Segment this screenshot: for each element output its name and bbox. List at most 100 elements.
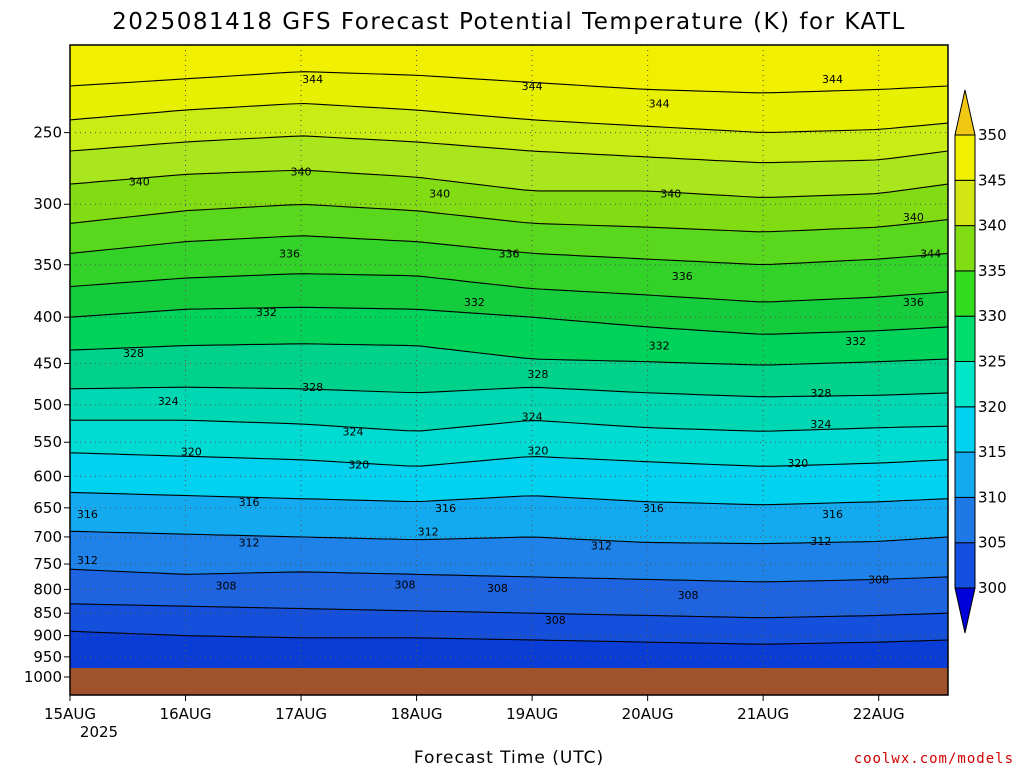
y-tick-label: 950 bbox=[33, 648, 62, 666]
temperature-band bbox=[70, 452, 948, 505]
x-tick-label: 19AUG bbox=[506, 705, 558, 723]
y-tick-label: 850 bbox=[33, 604, 62, 622]
colorbar-label: 305 bbox=[978, 534, 1007, 552]
isentrope-line bbox=[70, 135, 948, 164]
isentrope-line bbox=[70, 203, 948, 233]
y-axis-ticks: 250 300 350 400 450 500 550 600 650 700 750 800 850 9… bbox=[24, 124, 70, 686]
colorbar-segment bbox=[954, 179, 976, 227]
temperature-band bbox=[70, 420, 948, 467]
contour-label: 316 bbox=[77, 508, 98, 521]
temperature-band bbox=[70, 307, 948, 365]
isentrope-line bbox=[70, 71, 948, 94]
isentrope-line bbox=[70, 530, 948, 545]
contour-label: 340 bbox=[129, 175, 150, 188]
contour-label: 324 bbox=[810, 418, 831, 431]
isentrope-line bbox=[70, 273, 948, 303]
x-tick-label: 21AUG bbox=[737, 705, 789, 723]
colorbar-segment bbox=[954, 270, 976, 317]
colorbar-label: 320 bbox=[978, 398, 1007, 416]
colorbar-max-arrow bbox=[954, 89, 976, 136]
temperature-band bbox=[70, 387, 948, 432]
colorbar-segment bbox=[954, 451, 976, 498]
contour-label: 328 bbox=[810, 387, 831, 400]
temperature-band bbox=[70, 531, 948, 582]
temperature-band bbox=[70, 603, 948, 645]
contour-label: 308 bbox=[545, 614, 566, 627]
contour-label: 312 bbox=[591, 539, 612, 552]
isentrope-line bbox=[70, 452, 948, 467]
contour-label: 316 bbox=[643, 502, 664, 515]
contour-label: 320 bbox=[181, 445, 202, 458]
contour-label: 316 bbox=[239, 496, 260, 509]
x-tick-label: 22AUG bbox=[853, 705, 905, 723]
colorbar-label: 325 bbox=[978, 353, 1007, 371]
contour-label: 308 bbox=[868, 573, 889, 586]
y-tick-label: 650 bbox=[33, 499, 62, 517]
isentrope-line bbox=[70, 491, 948, 506]
colorbar-label: 350 bbox=[978, 126, 1007, 144]
contour-label: 344 bbox=[522, 80, 543, 93]
y-tick-label: 550 bbox=[33, 433, 62, 451]
isentrope-line bbox=[70, 235, 948, 266]
contour-label: 312 bbox=[239, 537, 260, 550]
temperature-band bbox=[70, 343, 948, 397]
contour-label: 308 bbox=[678, 589, 699, 602]
x-tick-label: 16AUG bbox=[160, 705, 212, 723]
colorbar-label: 335 bbox=[978, 262, 1007, 280]
colorbar-label: 340 bbox=[978, 217, 1007, 235]
y-tick-label: 750 bbox=[33, 555, 62, 573]
contour-label: 344 bbox=[302, 73, 323, 86]
colorbar-segment bbox=[954, 496, 976, 544]
isentrope-line bbox=[70, 102, 948, 133]
colorbar: 300 305 310 315 320 325 330 335 340 345 350 bbox=[954, 89, 1007, 634]
y-tick-label: 900 bbox=[33, 627, 62, 645]
plot-area: 344 344 344 344 344 340 340 340 340 340 336 336 336 3… bbox=[70, 45, 948, 695]
colorbar-label: 345 bbox=[978, 171, 1007, 189]
temperature-band bbox=[70, 492, 948, 544]
y-tick-label: 800 bbox=[33, 580, 62, 598]
contour-label: 340 bbox=[429, 188, 450, 201]
contour-label: 320 bbox=[787, 457, 808, 470]
contour-lines bbox=[70, 71, 948, 645]
contour-label: 332 bbox=[464, 296, 485, 309]
y-tick-label: 500 bbox=[33, 396, 62, 414]
colorbar-segment bbox=[954, 406, 976, 453]
contour-label: 316 bbox=[435, 502, 456, 515]
isentrope-line bbox=[70, 343, 948, 366]
contour-label: 328 bbox=[527, 368, 548, 381]
contour-label: 340 bbox=[660, 188, 681, 201]
contour-label: 312 bbox=[810, 535, 831, 548]
contour-label: 344 bbox=[822, 73, 843, 86]
x-tick-label: 20AUG bbox=[622, 705, 674, 723]
temperature-band bbox=[70, 204, 948, 265]
temperature-band bbox=[70, 135, 948, 198]
contour-label: 308 bbox=[215, 579, 236, 592]
contour-label: 328 bbox=[123, 347, 144, 360]
x-tick-year: 2025 bbox=[80, 723, 118, 741]
colorbar-min-arrow bbox=[954, 587, 976, 634]
isentrope-line bbox=[70, 630, 948, 645]
isentrope-line bbox=[70, 386, 948, 398]
chart-title: 2025081418 GFS Forecast Potential Temper… bbox=[112, 9, 906, 35]
isentrope-line bbox=[70, 568, 948, 583]
credit-link[interactable]: coolwx.com/models bbox=[854, 751, 1014, 767]
y-tick-label: 400 bbox=[33, 308, 62, 326]
colorbar-label: 330 bbox=[978, 307, 1007, 325]
y-tick-label: 600 bbox=[33, 467, 62, 485]
y-tick-label: 300 bbox=[33, 195, 62, 213]
colorbar-label: 300 bbox=[978, 579, 1007, 597]
contour-label: 324 bbox=[522, 410, 543, 423]
y-tick-label: 250 bbox=[33, 124, 62, 142]
x-tick-label: 15AUG bbox=[44, 705, 96, 723]
x-axis-ticks: 15AUG 16AUG 17AUG 18AUG 19AUG 20AUG 21AUG 22AUG bbox=[44, 695, 905, 723]
plot-frame bbox=[69, 44, 949, 696]
contour-labels: 344 344 344 344 344 340 340 340 340 340 336 336 336 3… bbox=[77, 73, 941, 627]
contour-label: 320 bbox=[348, 458, 369, 471]
colorbar-label: 315 bbox=[978, 443, 1007, 461]
contour-label: 316 bbox=[822, 508, 843, 521]
y-tick-label: 450 bbox=[33, 354, 62, 372]
contour-label: 320 bbox=[527, 445, 548, 458]
contour-label: 312 bbox=[77, 554, 98, 567]
dotted-grid bbox=[70, 45, 948, 695]
colorbar-segment bbox=[954, 134, 976, 181]
